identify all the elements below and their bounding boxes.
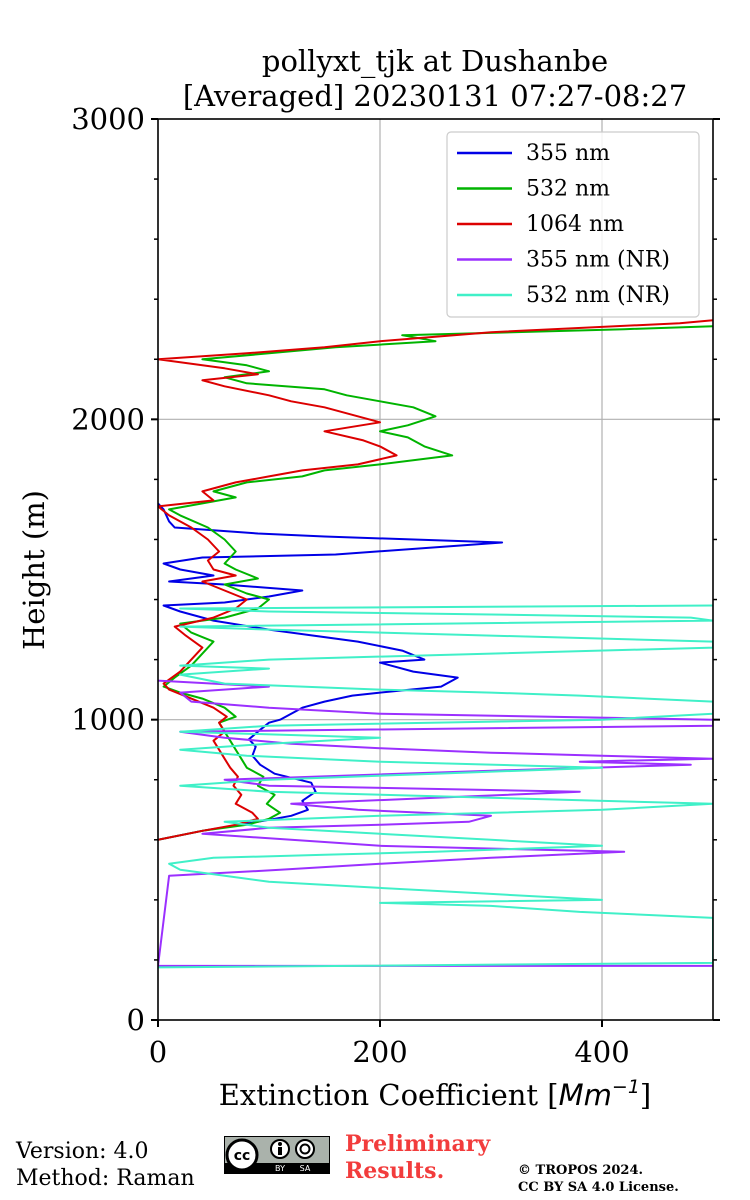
y-axis-label: Height (m) <box>17 490 51 650</box>
legend-label: 532 nm <box>526 177 610 202</box>
series-layer <box>158 319 713 969</box>
license-text: CC BY SA 4.0 License. <box>518 1180 679 1195</box>
x-tick-label: 200 <box>352 1035 407 1069</box>
x-tick-label: 400 <box>574 1035 629 1069</box>
legend-label: 355 nm <box>526 141 610 166</box>
series-line-0 <box>158 502 504 841</box>
x-axis-label-unit: Mm <box>559 1078 612 1112</box>
preliminary-text: Preliminary <box>345 1131 491 1157</box>
y-tick-label: 2000 <box>71 402 145 436</box>
x-axis-label-text: Extinction Coefficient [ <box>219 1078 559 1112</box>
cc-by-label: BY <box>275 1164 285 1173</box>
x-tick-labels: 0 200 400 <box>149 1035 630 1069</box>
legend-label: 355 nm (NR) <box>526 248 670 273</box>
legend-label: 1064 nm <box>526 212 624 237</box>
x-tick-label: 0 <box>149 1035 167 1069</box>
cc-icon <box>225 1138 259 1172</box>
copyright-text: © TROPOS 2024. <box>518 1163 644 1178</box>
series-line-3 <box>158 679 713 967</box>
axis-ticks <box>151 118 720 1027</box>
chart-title-line2: [Averaged] 20230131 07:27-08:27 <box>183 79 687 113</box>
y-tick-label: 1000 <box>71 703 145 737</box>
results-text: Results. <box>345 1158 445 1184</box>
chart-area: pollyxt_tjk at Dushanbe [Averaged] 20230… <box>17 44 720 1112</box>
legend: 355 nm 532 nm 1064 nm 355 nm (NR) 532 nm (NR… <box>446 131 700 318</box>
series-line-4 <box>158 604 713 969</box>
cc-by-sa-badge: cc BY SA <box>224 1136 330 1174</box>
x-axis-label-exponent: −1 <box>612 1076 640 1098</box>
series-line-1 <box>158 325 713 841</box>
cc-sa-label: SA <box>300 1164 311 1173</box>
y-tick-label: 3000 <box>71 102 145 136</box>
version-text: Version: 4.0 <box>16 1139 149 1164</box>
chart-title-line1: pollyxt_tjk at Dushanbe <box>262 44 608 79</box>
y-tick-label: 0 <box>127 1003 145 1037</box>
sa-icon <box>295 1139 315 1159</box>
method-text: Method: Raman <box>16 1166 195 1191</box>
plot-frame <box>157 118 714 1021</box>
legend-label: 532 nm (NR) <box>526 283 670 308</box>
x-axis-label-end: ] <box>640 1078 651 1112</box>
svg-text:cc: cc <box>234 1148 251 1164</box>
legend-box <box>446 131 700 318</box>
x-axis-label: Extinction Coefficient [Mm−1] <box>219 1076 652 1112</box>
y-tick-labels: 0 1000 2000 3000 <box>71 102 145 1037</box>
series-line-2 <box>158 319 713 841</box>
